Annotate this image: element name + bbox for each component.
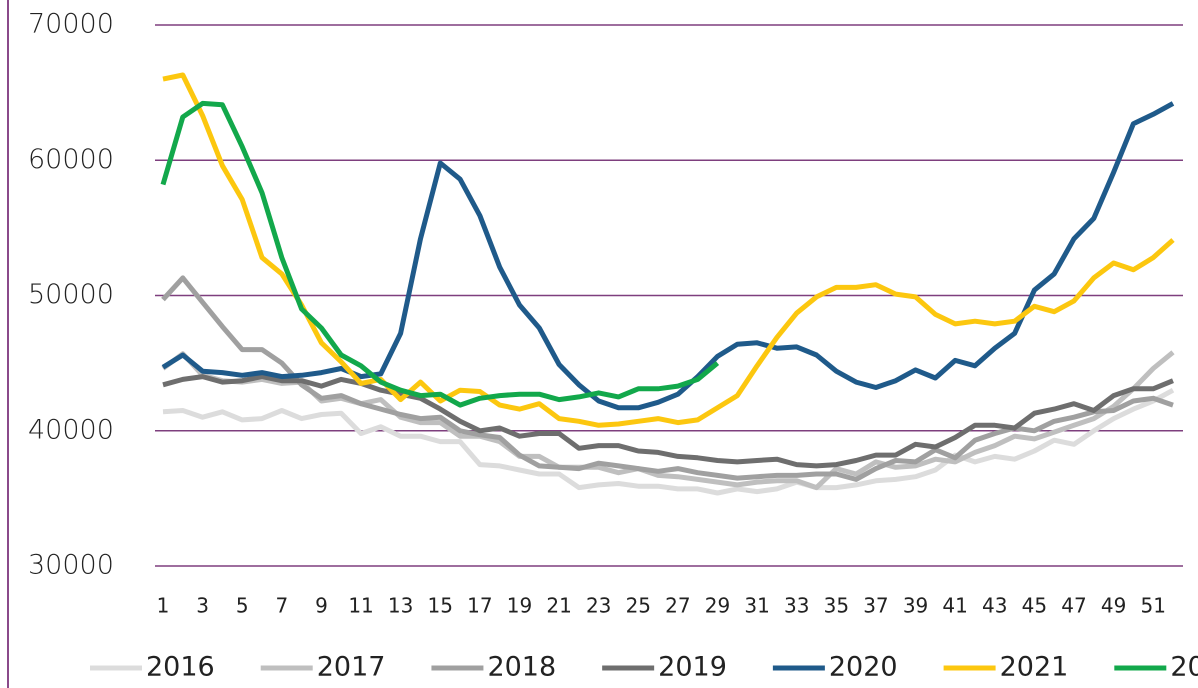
x-tick-label: 27 bbox=[665, 594, 690, 618]
series-line bbox=[161, 101, 1175, 411]
y-tick-label: 40000 bbox=[28, 414, 114, 445]
x-tick-label: 15 bbox=[428, 594, 453, 618]
y-tick-label: 50000 bbox=[28, 279, 114, 310]
legend-label: 2020 bbox=[829, 652, 898, 683]
x-tick-label: 51 bbox=[1140, 594, 1165, 618]
series-line bbox=[162, 72, 1175, 428]
legend-label: 2016 bbox=[146, 652, 215, 683]
x-tick-label: 31 bbox=[744, 594, 769, 618]
x-tick-label: 21 bbox=[546, 594, 571, 618]
x-tick-label: 39 bbox=[903, 594, 928, 618]
x-tick-label: 33 bbox=[784, 594, 809, 618]
y-tick-label: 30000 bbox=[28, 550, 114, 581]
x-tick-label: 37 bbox=[863, 594, 888, 618]
legend-label: 2022 bbox=[1170, 652, 1198, 683]
x-tick-label: 29 bbox=[705, 594, 730, 618]
x-tick-label: 45 bbox=[1022, 594, 1047, 618]
x-tick-label: 11 bbox=[348, 594, 373, 618]
series-line bbox=[162, 388, 1175, 496]
series-line bbox=[160, 100, 720, 408]
y-tick-label: 70000 bbox=[28, 9, 114, 40]
legend-label: 2017 bbox=[317, 652, 386, 683]
x-tick-label: 47 bbox=[1061, 594, 1086, 618]
x-tick-label: 13 bbox=[388, 594, 413, 618]
series-line bbox=[161, 350, 1175, 491]
x-tick-label: 35 bbox=[824, 594, 849, 618]
x-tick-label: 43 bbox=[982, 594, 1007, 618]
x-tick-label: 25 bbox=[626, 594, 651, 618]
x-tick-label: 23 bbox=[586, 594, 611, 618]
series-line bbox=[162, 374, 1174, 469]
legend-label: 2018 bbox=[487, 652, 556, 683]
legend-label: 2021 bbox=[1000, 652, 1069, 683]
x-tick-label: 17 bbox=[467, 594, 492, 618]
x-tick-label: 41 bbox=[942, 594, 967, 618]
x-tick-label: 49 bbox=[1101, 594, 1126, 618]
x-tick-label: 1 bbox=[157, 594, 170, 618]
series-line bbox=[161, 275, 1174, 482]
y-tick-label: 60000 bbox=[28, 144, 114, 175]
x-tick-label: 19 bbox=[507, 594, 532, 618]
legend-label: 2019 bbox=[658, 652, 727, 683]
x-tick-label: 9 bbox=[315, 594, 328, 618]
x-tick-label: 3 bbox=[196, 594, 209, 618]
x-tick-label: 7 bbox=[275, 594, 288, 618]
x-tick-label: 5 bbox=[236, 594, 249, 618]
